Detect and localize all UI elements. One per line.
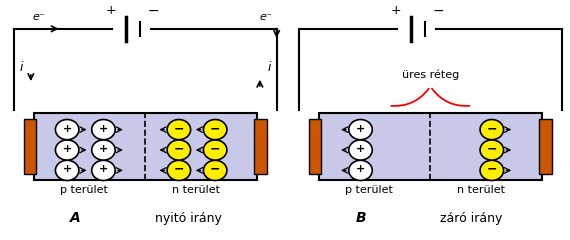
Text: p terület: p terület bbox=[60, 185, 108, 195]
Bar bbox=[539, 119, 552, 174]
Circle shape bbox=[203, 160, 227, 180]
Circle shape bbox=[92, 160, 115, 180]
Circle shape bbox=[55, 160, 79, 180]
Circle shape bbox=[203, 120, 227, 140]
Text: +: + bbox=[105, 4, 116, 17]
Text: +: + bbox=[63, 144, 72, 154]
Text: +: + bbox=[99, 124, 108, 134]
Text: −: − bbox=[210, 163, 221, 176]
Bar bbox=[34, 113, 257, 180]
Circle shape bbox=[349, 140, 372, 160]
Text: i: i bbox=[19, 61, 23, 74]
Circle shape bbox=[349, 160, 372, 180]
Circle shape bbox=[203, 140, 227, 160]
Text: +: + bbox=[356, 164, 365, 174]
Text: +: + bbox=[390, 4, 401, 17]
Circle shape bbox=[480, 120, 503, 140]
Text: −: − bbox=[174, 163, 184, 176]
Text: p terület: p terület bbox=[345, 185, 393, 195]
Text: e⁻: e⁻ bbox=[33, 12, 46, 22]
Text: −: − bbox=[433, 4, 445, 18]
Text: nyitó irány: nyitó irány bbox=[151, 212, 222, 225]
Text: üres réteg: üres réteg bbox=[402, 69, 459, 80]
Bar bbox=[254, 119, 267, 174]
Text: +: + bbox=[356, 124, 365, 134]
Circle shape bbox=[92, 120, 115, 140]
Text: záró irány: záró irány bbox=[436, 212, 502, 225]
Text: n terület: n terület bbox=[172, 185, 219, 195]
Text: A: A bbox=[70, 211, 81, 225]
Circle shape bbox=[167, 120, 190, 140]
Circle shape bbox=[92, 140, 115, 160]
Text: −: − bbox=[487, 163, 497, 176]
Text: −: − bbox=[487, 143, 497, 156]
Text: +: + bbox=[356, 144, 365, 154]
Circle shape bbox=[55, 120, 79, 140]
Text: −: − bbox=[210, 122, 221, 135]
Text: i: i bbox=[268, 61, 271, 74]
Circle shape bbox=[55, 140, 79, 160]
Bar bbox=[309, 119, 321, 174]
Circle shape bbox=[480, 140, 503, 160]
Circle shape bbox=[349, 120, 372, 140]
Text: −: − bbox=[210, 143, 221, 156]
Bar bbox=[24, 119, 36, 174]
Text: B: B bbox=[355, 211, 366, 225]
Text: −: − bbox=[174, 143, 184, 156]
Text: +: + bbox=[63, 124, 72, 134]
Circle shape bbox=[167, 160, 190, 180]
Text: +: + bbox=[99, 144, 108, 154]
Text: −: − bbox=[174, 122, 184, 135]
Bar bbox=[319, 113, 542, 180]
Text: n terület: n terület bbox=[457, 185, 504, 195]
Text: −: − bbox=[487, 122, 497, 135]
Text: +: + bbox=[99, 164, 108, 174]
Circle shape bbox=[167, 140, 190, 160]
Text: +: + bbox=[63, 164, 72, 174]
Circle shape bbox=[480, 160, 503, 180]
Text: e⁻: e⁻ bbox=[259, 12, 272, 22]
Text: −: − bbox=[148, 4, 160, 18]
